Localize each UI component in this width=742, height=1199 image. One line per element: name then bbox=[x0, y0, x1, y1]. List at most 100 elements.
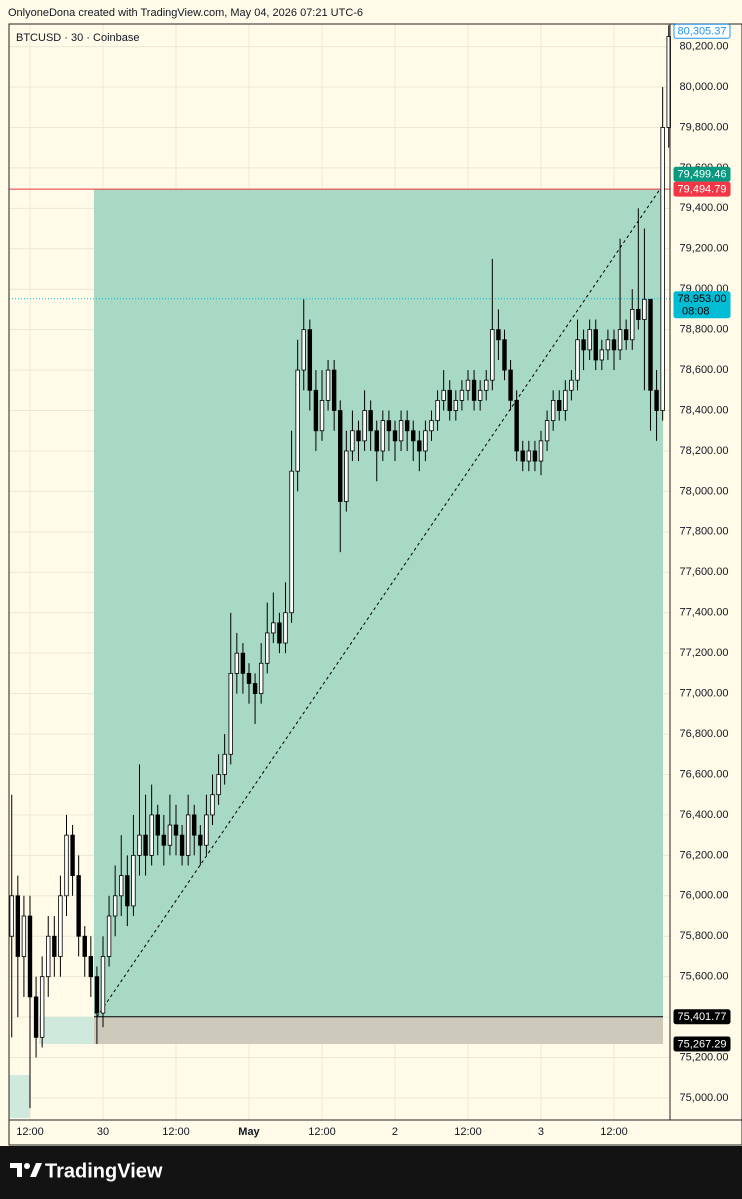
candle-body bbox=[411, 430, 416, 442]
candle-body bbox=[429, 420, 434, 432]
candle-body bbox=[368, 410, 373, 432]
candle-body bbox=[623, 329, 629, 341]
candle-body bbox=[265, 632, 270, 664]
candle-body bbox=[112, 895, 118, 917]
candle-body bbox=[179, 834, 185, 856]
candle-body bbox=[544, 420, 550, 442]
candle-body bbox=[447, 389, 452, 411]
candle-body bbox=[283, 612, 288, 644]
x-tick-label: May bbox=[238, 1126, 260, 1138]
price-label-box bbox=[673, 166, 731, 182]
price-label-box bbox=[673, 1036, 731, 1052]
y-tick-label: 77,200.00 bbox=[680, 647, 729, 659]
candle-body bbox=[550, 400, 556, 422]
candle-body bbox=[435, 400, 440, 422]
candle-body bbox=[15, 895, 21, 957]
y-tick-label: 76,000.00 bbox=[680, 890, 729, 902]
candle-body bbox=[27, 915, 33, 998]
candle-body bbox=[520, 450, 525, 462]
price-label-box bbox=[673, 291, 731, 319]
candle-body bbox=[465, 379, 471, 391]
candle-body bbox=[167, 824, 173, 846]
candle-body bbox=[617, 329, 623, 351]
candle-body bbox=[532, 450, 538, 462]
candle-body bbox=[642, 298, 647, 320]
y-tick-label: 78,800.00 bbox=[680, 324, 729, 336]
candle-body bbox=[538, 440, 544, 462]
candle-body bbox=[654, 389, 659, 411]
candle-body bbox=[70, 834, 75, 876]
candle-body bbox=[277, 622, 282, 644]
price-label: 75,267.29 bbox=[678, 1038, 727, 1050]
candle-body bbox=[331, 369, 337, 411]
old-zone bbox=[9, 1075, 30, 1118]
candle-body bbox=[82, 935, 87, 957]
y-tick-label: 78,000.00 bbox=[680, 485, 729, 497]
x-tick-label: 12:00 bbox=[162, 1126, 190, 1138]
candle-body bbox=[301, 329, 306, 371]
candle-body bbox=[173, 824, 179, 836]
price-label-box bbox=[673, 181, 731, 197]
candle-body bbox=[295, 369, 300, 472]
candle-body bbox=[21, 915, 27, 957]
y-tick-label: 79,800.00 bbox=[680, 121, 729, 133]
candle-body bbox=[344, 450, 349, 502]
price-label-box bbox=[673, 1009, 731, 1025]
candle-body bbox=[52, 935, 57, 957]
price-label: 75,401.77 bbox=[678, 1011, 727, 1023]
footer-bar bbox=[0, 1146, 742, 1199]
y-tick-label: 79,200.00 bbox=[680, 243, 729, 255]
candle-body bbox=[33, 996, 39, 1038]
candle-body bbox=[362, 410, 367, 442]
y-tick-label: 75,000.00 bbox=[680, 1092, 729, 1104]
candle-body bbox=[666, 36, 671, 128]
candle-body bbox=[338, 410, 343, 502]
candle-body bbox=[398, 420, 404, 442]
candle-body bbox=[143, 834, 148, 856]
candle-body bbox=[106, 915, 112, 957]
candle-body bbox=[192, 814, 197, 836]
candle-body bbox=[137, 834, 142, 856]
candle-body bbox=[325, 369, 331, 401]
y-tick-label: 80,200.00 bbox=[680, 40, 729, 52]
price-label: 79,494.79 bbox=[678, 184, 727, 196]
candle-body bbox=[496, 329, 501, 341]
candle-body bbox=[648, 298, 653, 391]
candle-body bbox=[636, 309, 641, 320]
y-tick-label: 77,600.00 bbox=[680, 566, 729, 578]
price-label: 79,499.46 bbox=[678, 169, 727, 181]
candle-body bbox=[46, 935, 51, 978]
candle-body bbox=[161, 834, 167, 846]
header: OnlyoneDona created with TradingView.com… bbox=[8, 7, 363, 19]
y-tick-label: 80,000.00 bbox=[680, 81, 729, 93]
candle-body bbox=[423, 430, 428, 452]
candle-body bbox=[471, 379, 477, 401]
candle-body bbox=[563, 389, 568, 411]
candle-body bbox=[599, 349, 605, 361]
x-tick-label: 3 bbox=[538, 1126, 544, 1138]
symbol-title: BTCUSD · 30 · Coinbase bbox=[16, 32, 140, 44]
y-tick-label: 75,600.00 bbox=[680, 971, 729, 983]
candle-body bbox=[459, 389, 465, 401]
candle-body bbox=[155, 814, 160, 836]
candle-body bbox=[216, 774, 221, 796]
plot bbox=[9, 24, 671, 1120]
candle-body bbox=[392, 430, 398, 442]
candle-body bbox=[271, 622, 276, 634]
candle-body bbox=[386, 420, 392, 432]
candle-body bbox=[605, 339, 611, 351]
candle-body bbox=[58, 895, 63, 957]
candle-body bbox=[313, 389, 319, 432]
candle-body bbox=[289, 470, 294, 614]
frame bbox=[8, 23, 742, 1146]
y-tick-label: 75,800.00 bbox=[680, 930, 729, 942]
candle-body bbox=[9, 895, 14, 937]
candle-body bbox=[100, 956, 106, 1014]
candle-body bbox=[210, 794, 215, 816]
candle-body bbox=[502, 339, 507, 371]
y-tick-label: 76,800.00 bbox=[680, 728, 729, 740]
candle-body bbox=[356, 430, 361, 442]
x-tick-label: 12:00 bbox=[600, 1126, 628, 1138]
